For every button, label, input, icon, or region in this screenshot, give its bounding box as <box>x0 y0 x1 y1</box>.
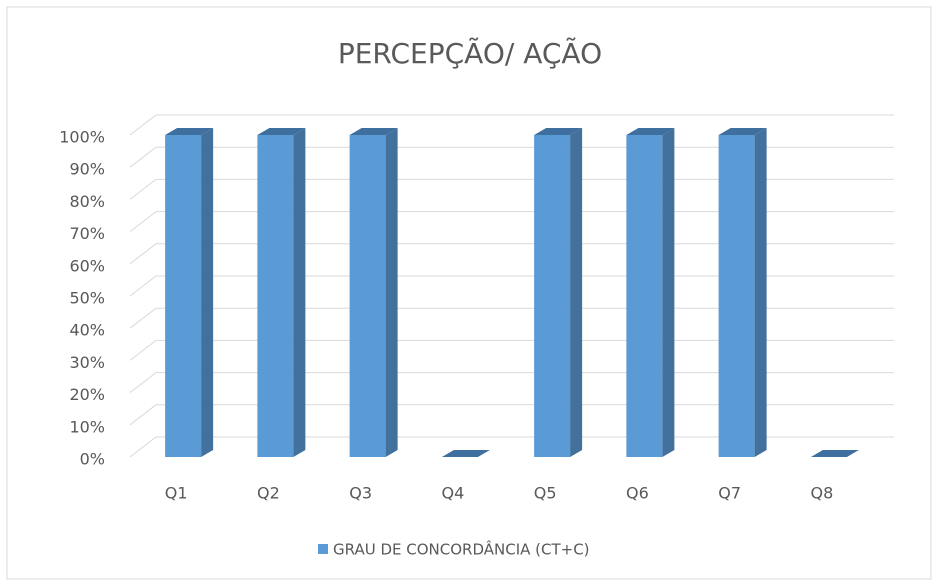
y-tick-label: 0% <box>80 450 105 469</box>
y-tick-label: 60% <box>69 256 105 275</box>
y-tick-label: 90% <box>69 160 105 179</box>
bar-top <box>810 450 859 457</box>
chart-title: PERCEPÇÃO/ AÇÃO <box>338 37 602 70</box>
bar <box>534 135 571 457</box>
y-tick-label: 30% <box>69 353 105 372</box>
x-tick-label: Q1 <box>165 484 188 503</box>
y-tick-label: 40% <box>69 321 105 340</box>
legend-label: GRAU DE CONCORDÂNCIA (CT+C) <box>333 540 590 559</box>
bar-top <box>165 128 214 135</box>
y-tick-label: 100% <box>59 128 105 147</box>
bar <box>257 135 294 457</box>
x-tick-label: Q4 <box>441 484 464 503</box>
bar-side <box>293 128 306 457</box>
y-tick-label: 20% <box>69 385 105 404</box>
bar-side <box>385 128 398 457</box>
y-tick-label: 50% <box>69 289 105 308</box>
bar-top <box>257 128 306 135</box>
bar-top <box>534 128 583 135</box>
bar-side <box>662 128 675 457</box>
bar-top <box>349 128 398 135</box>
bar-top <box>441 450 490 457</box>
x-tick-label: Q8 <box>810 484 833 503</box>
bar <box>626 135 663 457</box>
x-tick-label: Q3 <box>349 484 372 503</box>
y-tick-label: 80% <box>69 192 105 211</box>
bar-side <box>201 128 214 457</box>
bar-top <box>626 128 675 135</box>
x-tick-label: Q6 <box>626 484 649 503</box>
x-tick-label: Q2 <box>257 484 280 503</box>
bar <box>718 135 755 457</box>
bar <box>165 135 202 457</box>
y-tick-label: 70% <box>69 224 105 243</box>
x-tick-label: Q5 <box>534 484 557 503</box>
bar-side <box>754 128 767 457</box>
legend-swatch <box>318 544 328 554</box>
bar <box>349 135 386 457</box>
bar-top <box>718 128 767 135</box>
y-tick-label: 10% <box>69 417 105 436</box>
x-tick-label: Q7 <box>718 484 741 503</box>
bar-side <box>570 128 583 457</box>
chart-frame <box>6 6 932 580</box>
grid-line <box>129 114 894 136</box>
